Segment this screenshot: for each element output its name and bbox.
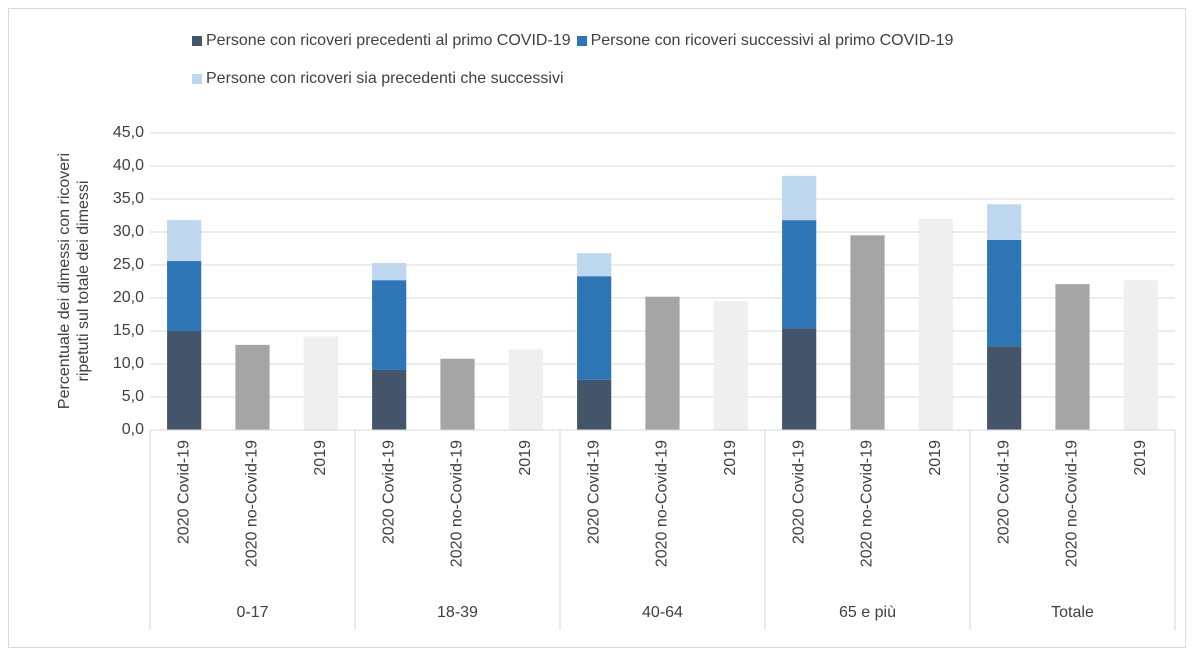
bar-segment (987, 204, 1022, 240)
x-tick-label: 2020 no-Covid-19 (654, 440, 671, 567)
bar-segment (645, 296, 680, 430)
y-tick-label: 35,0 (113, 190, 144, 207)
x-tick-label: 2020 no-Covid-19 (449, 440, 466, 567)
bar-segment (440, 358, 475, 430)
bar-segment (372, 280, 407, 370)
x-tick-label: 2020 Covid-19 (585, 440, 602, 544)
bar-segment (577, 276, 612, 380)
page: {"chart_data": {"type": "stacked-bar", "… (8, 8, 1186, 648)
y-tick-label: 5,0 (122, 388, 144, 405)
bar-segment (782, 175, 817, 221)
bar-segment (303, 336, 338, 430)
group-label: 65 e più (839, 604, 896, 621)
bar-segment (372, 263, 407, 281)
bar-segment (577, 253, 612, 277)
x-tick-label: 2019 (312, 440, 329, 476)
group-label: Totale (1051, 604, 1094, 621)
legend-swatch (192, 36, 202, 46)
y-tick-label: 0,0 (122, 421, 144, 438)
x-tick-label: 2020 Covid-19 (790, 440, 807, 544)
legend-label: Persone con ricoveri sia precedenti che … (206, 70, 564, 87)
group-label: 40-64 (642, 604, 683, 621)
bar-segment (918, 218, 953, 430)
bar-segment (1123, 280, 1158, 430)
legend-label: Persone con ricoveri precedenti al primo… (206, 32, 571, 49)
y-tick-label: 40,0 (113, 157, 144, 174)
x-tick-label: 2020 Covid-19 (380, 440, 397, 544)
bar-segment (508, 349, 543, 430)
bar-segment (987, 346, 1022, 430)
group-label: 18-39 (437, 604, 478, 621)
x-tick-label: 2020 Covid-19 (175, 440, 192, 544)
x-tick-label: 2020 no-Covid-19 (859, 440, 876, 567)
y-tick-label: 45,0 (113, 124, 144, 141)
bar-segment (372, 369, 407, 430)
x-tick-label: 2019 (722, 440, 739, 476)
legend-label: Persone con ricoveri successivi al primo… (590, 32, 954, 49)
legend-item: Persone con ricoveri successivi al primo… (576, 32, 954, 50)
legend: Persone con ricoveri precedenti al primo… (192, 32, 1052, 88)
y-tick-label: 20,0 (113, 289, 144, 306)
x-tick-label: 2020 no-Covid-19 (1064, 440, 1081, 567)
bar-segment (577, 379, 612, 430)
x-tick-label: 2020 no-Covid-19 (244, 440, 261, 567)
bar-segment (235, 344, 270, 430)
bar-segment (782, 328, 817, 430)
legend-swatch (192, 74, 202, 84)
bar-segment (850, 235, 885, 430)
y-tick-label: 15,0 (113, 322, 144, 339)
legend-item: Persone con ricoveri precedenti al primo… (192, 32, 571, 50)
chart: 0,0 5,0 10,0 15,0 20,0 25,0 30,0 35,0 40,0 45,0 20… (113, 124, 1176, 630)
bar-segment (713, 301, 748, 430)
bar-segment (1055, 284, 1090, 430)
bar-segment (987, 239, 1022, 347)
x-tick-label: 2019 (517, 440, 534, 476)
y-tick-label: 30,0 (113, 223, 144, 240)
group-label: 0-17 (236, 604, 268, 621)
x-tick-label: 2020 Covid-19 (995, 440, 1012, 544)
bar-segment (167, 331, 202, 430)
bar-segment (782, 220, 817, 329)
x-tick-label: 2019 (1132, 440, 1149, 476)
y-tick-label: 25,0 (113, 256, 144, 273)
x-tick-label: 2019 (927, 440, 944, 476)
legend-swatch (576, 36, 587, 46)
legend-item: Persone con ricoveri sia precedenti che … (192, 70, 564, 88)
bar-segment (167, 220, 202, 262)
bar-segment (167, 261, 202, 331)
y-tick-label: 10,0 (113, 355, 144, 372)
